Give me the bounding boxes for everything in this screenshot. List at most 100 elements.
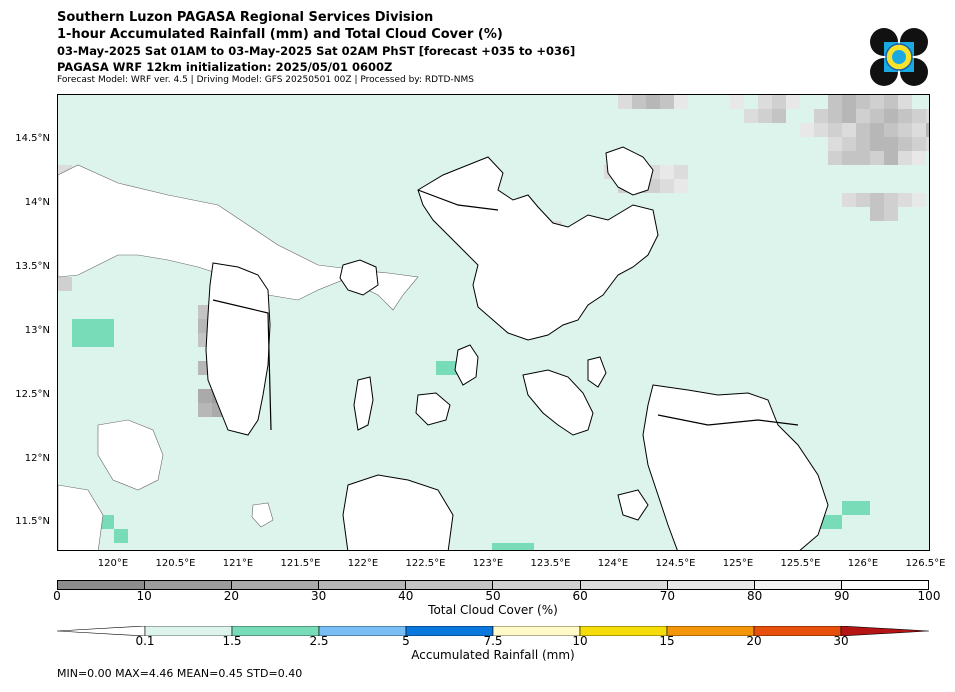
lon-label: 121.5°E — [280, 558, 321, 569]
grid-cell — [856, 109, 870, 123]
grid-cell — [842, 95, 856, 109]
grid-cell — [842, 123, 856, 137]
grid-cell — [884, 95, 898, 109]
grid-cell — [912, 123, 926, 137]
lon-label: 123.5°E — [530, 558, 571, 569]
grid-cell — [884, 151, 898, 165]
grid-cell — [926, 137, 929, 151]
cloud-tick-label: 90 — [834, 589, 850, 603]
rainfall-colorbar — [57, 626, 930, 636]
cloud-tick-label: 70 — [659, 589, 676, 603]
grid-cell — [912, 109, 926, 123]
cloud-tick-label: 30 — [310, 589, 327, 603]
grid-cell — [898, 193, 912, 207]
grid-cell — [660, 95, 674, 109]
grid-cell — [198, 389, 212, 403]
cloud-colorbar-segment — [580, 581, 668, 589]
pagasa-logo-icon — [870, 28, 928, 86]
cloud-tick-label: 60 — [572, 589, 588, 603]
grid-cell — [828, 151, 842, 165]
grid-cell — [842, 501, 870, 515]
grid-cell — [674, 179, 688, 193]
rain-tick-label: 5 — [402, 634, 410, 648]
grid-cell — [898, 95, 912, 109]
cloud-tick-label: 50 — [485, 589, 501, 603]
grid-cell — [674, 165, 688, 179]
grid-cell — [842, 137, 856, 151]
grid-cell — [198, 403, 212, 417]
lat-label: 13°N — [24, 325, 50, 336]
cloud-tick-label: 0 — [53, 589, 61, 603]
lon-label: 124.5°E — [655, 558, 696, 569]
rain-tick-label: 20 — [746, 634, 762, 648]
grid-cell — [814, 109, 828, 123]
grid-cell — [828, 95, 842, 109]
grid-cell — [884, 137, 898, 151]
grid-cell — [828, 123, 842, 137]
grid-cell — [842, 151, 856, 165]
grid-cell — [58, 277, 72, 291]
grid-cell — [898, 109, 912, 123]
lon-label: 120°E — [97, 558, 129, 569]
grid-cell — [646, 95, 660, 109]
lon-label: 123°E — [472, 558, 504, 569]
grid-cell — [828, 137, 842, 151]
rain-colorbar-segment — [840, 626, 930, 636]
cloud-colorbar-segment — [841, 581, 928, 589]
grid-cell — [870, 137, 884, 151]
rain-tick-label: 10 — [572, 634, 588, 648]
cloud-tick-label: 100 — [917, 589, 941, 603]
grid-cell — [870, 123, 884, 137]
rain-tick-label: 15 — [659, 634, 675, 648]
cloud-tick-label: 40 — [398, 589, 414, 603]
grid-cell — [884, 207, 898, 221]
cloud-cover-colorbar — [57, 580, 929, 590]
cloud-tick-label: 20 — [223, 589, 240, 603]
grid-cell — [870, 109, 884, 123]
grid-cell — [926, 123, 929, 137]
grid-cell — [492, 543, 534, 550]
init-time: PAGASA WRF 12km initialization: 2025/05/… — [57, 60, 393, 74]
grid-cell — [884, 109, 898, 123]
rainfall-cloud-map — [57, 94, 930, 551]
grid-cell — [856, 137, 870, 151]
rain-tick-label: 1.5 — [222, 634, 242, 648]
grid-cell — [870, 207, 884, 221]
grid-cell — [870, 95, 884, 109]
lat-label: 14.5°N — [15, 133, 50, 144]
grid-cell — [674, 95, 688, 109]
lat-label: 13.5°N — [15, 261, 50, 272]
lon-label: 126.5°E — [905, 558, 946, 569]
cloud-colorbar-segment — [58, 581, 146, 589]
grid-cell — [744, 109, 758, 123]
map-subtitle: 1-hour Accumulated Rainfall (mm) and Tot… — [57, 27, 503, 42]
grid-cell — [912, 151, 926, 165]
grid-cell — [758, 109, 772, 123]
map-canvas — [58, 95, 929, 550]
cloud-colorbar-segment — [232, 581, 320, 589]
cloud-colorbar-segment — [667, 581, 755, 589]
grid-cell — [856, 123, 870, 137]
lat-label: 11.5°N — [15, 516, 50, 527]
grid-cell — [814, 123, 828, 137]
grid-cell — [660, 165, 674, 179]
cloud-colorbar-segment — [145, 581, 233, 589]
grid-cell — [870, 151, 884, 165]
lon-label: 125.5°E — [780, 558, 821, 569]
grid-cell — [898, 137, 912, 151]
grid-cell — [898, 151, 912, 165]
grid-cell — [828, 109, 842, 123]
valid-time: 03-May-2025 Sat 01AM to 03-May-2025 Sat … — [57, 44, 576, 58]
lat-label: 12.5°N — [15, 389, 50, 400]
cloud-colorbar-segment — [754, 581, 842, 589]
grid-cell — [912, 193, 926, 207]
grid-cell — [884, 123, 898, 137]
model-info: Forecast Model: WRF ver. 4.5 | Driving M… — [57, 75, 474, 85]
grid-cell — [772, 95, 786, 109]
rainfall-stats: MIN=0.00 MAX=4.46 MEAN=0.45 STD=0.40 — [57, 667, 303, 680]
rain-colorbar-label: Accumulated Rainfall (mm) — [411, 648, 575, 662]
grid-cell — [632, 95, 646, 109]
land-masses — [58, 146, 829, 550]
rain-tick-label: 0.1 — [135, 634, 155, 648]
grid-cell — [912, 137, 926, 151]
